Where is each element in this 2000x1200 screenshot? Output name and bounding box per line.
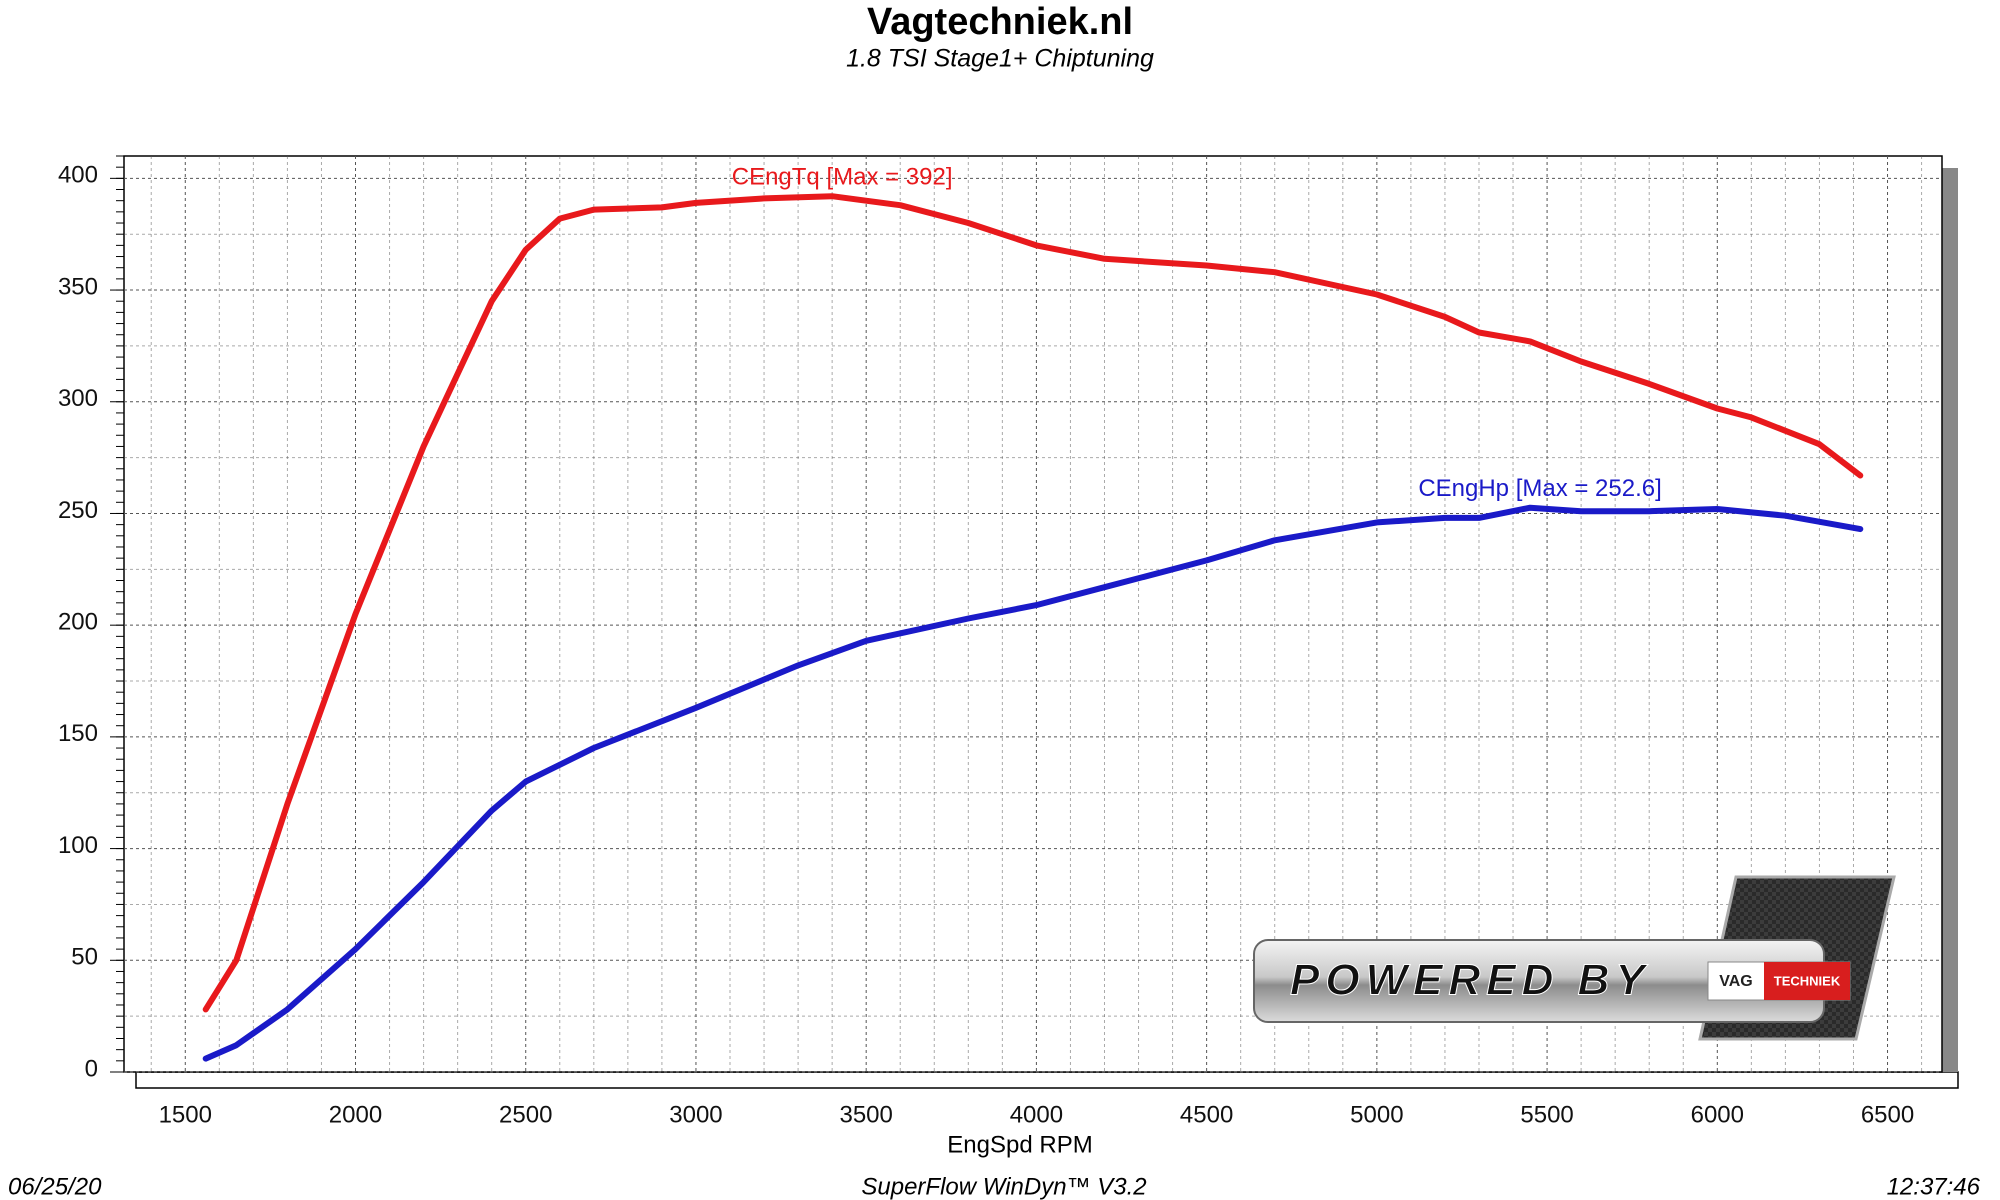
y-tick-label: 50 (71, 944, 98, 971)
x-tick-label: 6500 (1861, 1101, 1914, 1128)
y-tick-label: 300 (58, 385, 98, 412)
y-tick-label: 350 (58, 273, 98, 300)
logo-techniek: TECHNIEK (1774, 973, 1841, 988)
x-tick-label: 2000 (329, 1101, 382, 1128)
y-tick-label: 100 (58, 832, 98, 859)
y-tick-label: 400 (58, 162, 98, 189)
logo-powered: POWERED BY (1290, 956, 1651, 1005)
annotation: CEngHp [Max = 252.6] (1418, 475, 1661, 502)
footer-date: 06/25/20 (8, 1173, 102, 1200)
y-tick-label: 0 (85, 1055, 98, 1082)
chart-subtitle: 1.8 TSI Stage1+ Chiptuning (846, 45, 1154, 73)
chart-title: Vagtechniek.nl (867, 1, 1133, 43)
y-tick-label: 250 (58, 497, 98, 524)
x-tick-label: 6000 (1691, 1101, 1744, 1128)
y-tick-label: 200 (58, 609, 98, 636)
x-tick-label: 4500 (1180, 1101, 1233, 1128)
logo: POWERED BY VAG TECHNIEK (1253, 875, 1896, 1041)
logo-vag: VAG (1719, 973, 1752, 990)
plot-shadow (1942, 168, 1958, 1072)
x-tick-label: 5500 (1520, 1101, 1573, 1128)
x-tick-label: 4000 (1010, 1101, 1063, 1128)
x-tick-label: 2500 (499, 1101, 552, 1128)
x-tick-label: 3000 (669, 1101, 722, 1128)
y-tick-label: 150 (58, 720, 98, 747)
x-axis-box (135, 1071, 1959, 1089)
plot-area (123, 155, 1943, 1073)
x-tick-label: 1500 (159, 1101, 212, 1128)
x-tick-label: 3500 (839, 1101, 892, 1128)
annotation: CEngTq [Max = 392] (732, 164, 953, 191)
footer-time: 12:37:46 (1887, 1173, 1981, 1200)
footer-software: SuperFlow WinDyn™ V3.2 (861, 1173, 1146, 1200)
x-tick-label: 5000 (1350, 1101, 1403, 1128)
series-line (202, 504, 1864, 1062)
x-axis-label: EngSpd RPM (947, 1131, 1092, 1158)
series-line (202, 193, 1864, 1013)
